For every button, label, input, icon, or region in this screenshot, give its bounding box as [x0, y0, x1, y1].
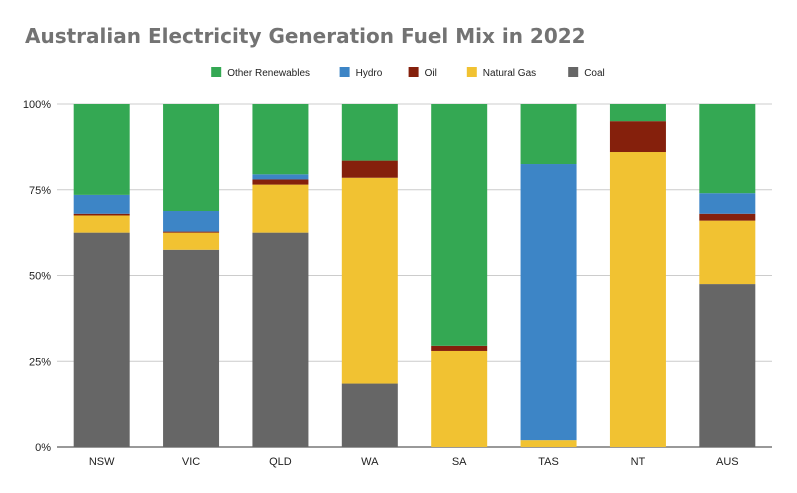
bar-segment-coal: [163, 249, 220, 447]
legend-swatch: [568, 67, 579, 77]
bar-segment-other-renewables: [609, 104, 666, 122]
x-tick-label: TAS: [538, 456, 559, 468]
x-tick-label: NT: [631, 456, 646, 468]
legend-swatch: [211, 67, 222, 77]
y-tick-label: 25%: [29, 356, 51, 368]
legend-label: Coal: [584, 68, 605, 79]
legend-swatch: [466, 67, 477, 77]
bar-segment-hydro: [252, 174, 309, 180]
x-tick-label: WA: [361, 456, 379, 468]
bar-segment-oil: [431, 345, 488, 351]
bar-segment-oil: [341, 160, 398, 178]
bar-segment-natural-gas: [73, 215, 130, 233]
bar-segment-natural-gas: [609, 152, 666, 447]
x-tick-label: NSW: [89, 456, 115, 468]
bar-segment-oil: [252, 179, 309, 185]
axis-layer: 0% 25% 50% 75% 100% NSW VIC QLD WA SA TAS NT AUS: [23, 99, 739, 468]
bar-segment-oil: [163, 231, 220, 233]
bar-segment-oil: [73, 213, 130, 216]
bar-segment-other-renewables: [163, 104, 220, 212]
bar-segment-natural-gas: [699, 220, 756, 285]
bar-segment-hydro: [520, 164, 577, 441]
legend-label: Natural Gas: [483, 68, 536, 79]
x-tick-label: VIC: [182, 456, 200, 468]
legend: Other Renewables Hydro Oil Natural Gas Coal: [211, 67, 605, 79]
bar-segment-natural-gas: [431, 350, 488, 447]
bar-segment-other-renewables: [341, 104, 398, 161]
y-tick-label: 75%: [29, 185, 51, 197]
bar-segment-hydro: [699, 193, 756, 214]
bar-segment-natural-gas: [252, 184, 309, 233]
x-tick-label: SA: [452, 456, 467, 468]
y-tick-label: 50%: [29, 271, 51, 283]
bar-segment-natural-gas: [341, 177, 398, 384]
bar-segment-other-renewables: [699, 104, 756, 194]
x-tick-label: QLD: [269, 456, 292, 468]
legend-swatch: [408, 67, 419, 77]
bars-layer: [73, 104, 756, 447]
bar-segment-coal: [699, 284, 756, 447]
bar-segment-coal: [73, 232, 130, 447]
bar-segment-coal: [252, 232, 309, 447]
bar-segment-oil: [699, 213, 756, 221]
bar-segment-other-renewables: [431, 104, 488, 346]
bar-segment-natural-gas: [163, 232, 220, 250]
legend-label: Oil: [425, 68, 437, 79]
bar-segment-other-renewables: [252, 104, 309, 175]
bar-segment-hydro: [73, 194, 130, 214]
legend-label: Other Renewables: [227, 68, 310, 79]
legend-label: Hydro: [356, 68, 383, 79]
x-tick-label: AUS: [716, 456, 739, 468]
bar-segment-oil: [609, 121, 666, 153]
bar-segment-other-renewables: [520, 104, 577, 165]
bar-segment-other-renewables: [73, 104, 130, 195]
bar-segment-hydro: [163, 211, 220, 232]
bar-segment-natural-gas: [520, 440, 577, 447]
chart-title: Australian Electricity Generation Fuel M…: [25, 24, 586, 48]
legend-swatch: [339, 67, 350, 77]
y-tick-label: 100%: [23, 99, 51, 111]
bar-segment-coal: [341, 383, 398, 447]
y-tick-label: 0%: [35, 442, 51, 454]
